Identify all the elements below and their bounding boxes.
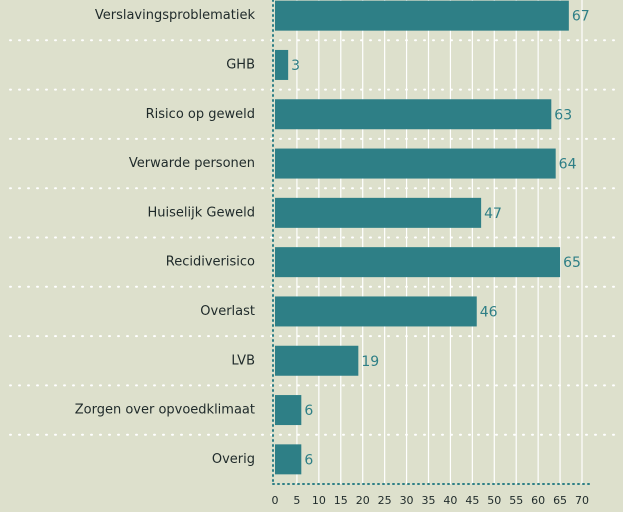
category-label: GHB — [226, 57, 255, 72]
x-tick-label: 50 — [487, 494, 501, 507]
x-tick-label: 30 — [400, 494, 414, 507]
bar — [275, 345, 359, 376]
x-tick-label: 65 — [553, 494, 567, 507]
value-label: 46 — [480, 304, 498, 320]
category-label: Huiselijk Geweld — [148, 205, 255, 220]
value-label: 64 — [559, 157, 577, 173]
value-label: 3 — [291, 58, 300, 74]
value-label: 6 — [304, 452, 313, 468]
x-tick-label: 0 — [272, 494, 279, 507]
category-label: Verwarde personen — [129, 156, 255, 171]
category-label: Verslavingsproblematiek — [95, 8, 256, 23]
category-label: Overlast — [200, 304, 255, 319]
x-tick-label: 45 — [465, 494, 479, 507]
x-tick-label: 70 — [575, 494, 589, 507]
value-label: 19 — [361, 354, 379, 370]
x-tick-label: 25 — [378, 494, 392, 507]
bar — [275, 444, 302, 475]
value-label: 65 — [563, 255, 581, 271]
bar — [275, 395, 302, 426]
category-label: LVB — [231, 353, 255, 368]
bar — [275, 296, 477, 327]
x-tick-label: 20 — [356, 494, 370, 507]
bar — [275, 99, 552, 130]
x-tick-label: 10 — [312, 494, 326, 507]
value-label: 47 — [484, 206, 502, 222]
value-label: 63 — [554, 107, 572, 123]
x-tick-label: 5 — [293, 494, 300, 507]
category-label: Overig — [212, 452, 255, 467]
bar — [275, 247, 561, 278]
x-tick-label: 35 — [422, 494, 436, 507]
x-tick-label: 55 — [509, 494, 523, 507]
x-tick-label: 40 — [443, 494, 457, 507]
x-tick-label: 15 — [334, 494, 348, 507]
value-label: 67 — [572, 9, 590, 25]
category-label: Risico op geweld — [146, 107, 255, 122]
category-label: Zorgen over opvoedklimaat — [75, 403, 255, 418]
value-label: 6 — [304, 403, 313, 419]
category-label: Recidiverisico — [166, 255, 255, 270]
bar — [275, 197, 482, 228]
x-tick-label: 60 — [531, 494, 545, 507]
bar — [275, 49, 289, 80]
bar — [275, 0, 569, 31]
bar — [275, 148, 556, 179]
